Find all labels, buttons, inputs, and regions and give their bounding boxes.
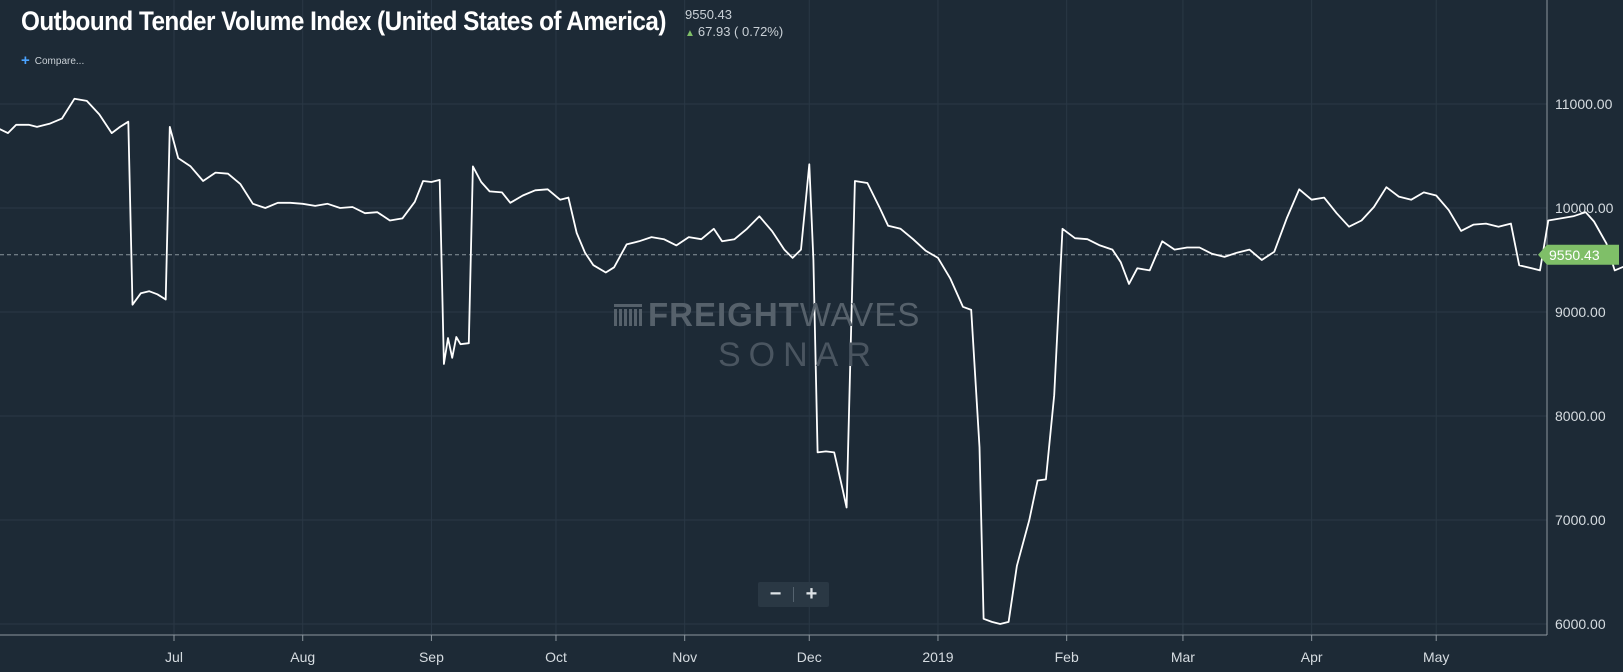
x-tick-label: May — [1423, 649, 1449, 665]
y-tick-label: 11000.00 — [1555, 96, 1613, 112]
current-value-tag — [1538, 244, 1619, 265]
x-tick-label: Oct — [545, 649, 567, 665]
y-tick-label: 7000.00 — [1555, 512, 1606, 528]
current-value-label: 9550.43 — [1549, 247, 1600, 263]
x-tick-label: Sep — [419, 649, 444, 665]
price-tag-layer: 9550.43 — [1538, 244, 1619, 265]
zoom-control: − + — [758, 582, 829, 607]
y-tick-label: 6000.00 — [1555, 616, 1606, 632]
watermark-brand: FREIGHTWAVES — [648, 296, 920, 334]
watermark-product: SONAR — [718, 336, 879, 374]
x-tick-label: 2019 — [922, 649, 953, 665]
watermark-brand-light: WAVES — [799, 296, 921, 333]
chart-title: Outbound Tender Volume Index (United Sta… — [21, 6, 666, 36]
x-tick-label: Dec — [797, 649, 822, 665]
freightwaves-logo-icon — [614, 304, 642, 326]
zoom-in-button[interactable]: + — [805, 583, 818, 605]
series-line — [0, 97, 1623, 625]
plus-icon: + — [21, 52, 30, 69]
y-tick-label: 9000.00 — [1555, 304, 1606, 320]
x-tick-label: Nov — [672, 649, 697, 665]
zoom-divider — [793, 587, 794, 602]
gridlines — [0, 0, 1547, 635]
x-tick-label: Apr — [1301, 649, 1323, 665]
change-value: 67.93 ( 0.72%) — [697, 24, 784, 39]
y-tick-label: 8000.00 — [1555, 408, 1606, 424]
zoom-out-button[interactable]: − — [769, 583, 782, 605]
x-tick-label: Aug — [290, 649, 315, 665]
y-tick-label: 10000.00 — [1555, 200, 1614, 216]
x-tick-label: Jul — [165, 649, 183, 665]
compare-button[interactable]: + Compare... — [21, 52, 84, 69]
x-tick-label: Mar — [1171, 649, 1195, 665]
last-value: 9550.43 — [685, 7, 732, 22]
x-tick-label: Feb — [1055, 649, 1079, 665]
freightwaves-sonar-watermark: FREIGHTWAVES SONAR — [614, 296, 1014, 376]
watermark-brand-bold: FREIGHT — [648, 296, 800, 333]
series-layer — [0, 97, 1623, 625]
price-summary: 9550.43 ▲ 67.93 ( 0.72%) — [685, 6, 783, 42]
up-arrow-icon: ▲ — [685, 28, 695, 39]
compare-label: Compare... — [34, 56, 85, 67]
